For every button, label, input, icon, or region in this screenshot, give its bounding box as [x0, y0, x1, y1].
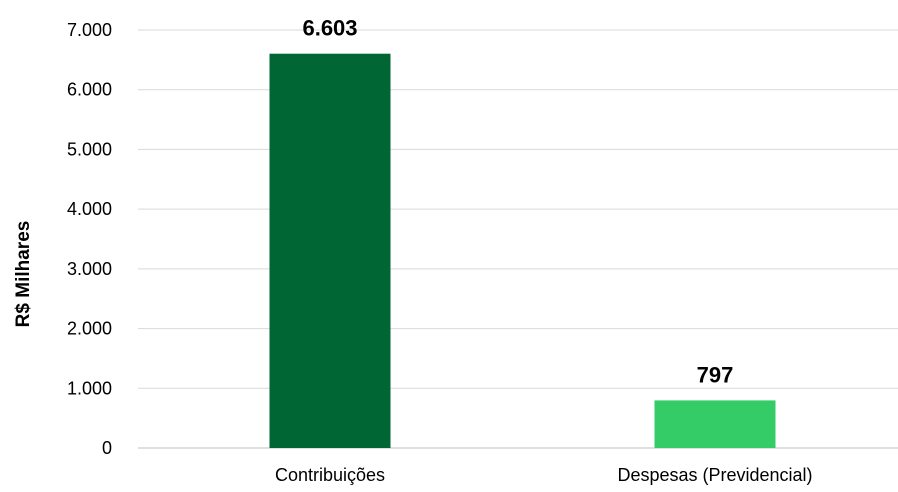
- data-label: 6.603: [302, 16, 357, 41]
- x-tick-label: Despesas (Previdencial): [617, 465, 812, 485]
- value-labels: 6.603 797: [302, 16, 733, 388]
- y-axis-ticks: 0 1.000 2.000 3.000 4.000 5.000 6.000 7.000: [67, 20, 112, 458]
- bar: [654, 400, 776, 448]
- bar: [269, 53, 391, 448]
- data-label: 797: [697, 362, 734, 387]
- y-tick-label: 3.000: [67, 259, 112, 279]
- y-tick-label: 5.000: [67, 139, 112, 159]
- y-tick-label: 7.000: [67, 20, 112, 40]
- y-tick-label: 4.000: [67, 199, 112, 219]
- y-tick-label: 2.000: [67, 319, 112, 339]
- bars: [269, 53, 776, 448]
- x-axis-ticks: Contribuições Despesas (Previdencial): [275, 465, 813, 485]
- x-tick-label: Contribuições: [275, 465, 385, 485]
- y-axis-label: R$ Milhares: [13, 221, 34, 328]
- y-tick-label: 0: [102, 438, 112, 458]
- y-tick-label: 1.000: [67, 378, 112, 398]
- y-tick-label: 6.000: [67, 80, 112, 100]
- gridlines: [138, 29, 898, 449]
